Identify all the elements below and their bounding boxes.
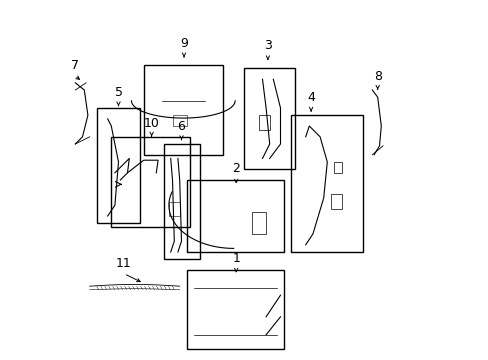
Bar (251, 212, 265, 234)
Bar (291, 115, 363, 252)
Bar (244, 68, 294, 169)
Text: 9: 9 (180, 37, 187, 50)
Text: 8: 8 (373, 70, 381, 83)
Text: 2: 2 (232, 162, 240, 175)
Bar (143, 65, 223, 155)
Bar (111, 137, 190, 227)
Text: 10: 10 (143, 117, 159, 130)
Bar (330, 194, 341, 209)
Text: 3: 3 (264, 39, 271, 52)
Bar (168, 202, 179, 216)
Bar (258, 115, 269, 130)
Text: 1: 1 (232, 252, 240, 265)
Bar (334, 162, 341, 173)
Bar (172, 115, 186, 126)
Bar (186, 270, 284, 349)
Text: 4: 4 (306, 91, 314, 104)
Text: 11: 11 (116, 257, 131, 270)
Text: 5: 5 (114, 86, 122, 99)
Bar (163, 144, 199, 259)
Bar (97, 108, 140, 223)
Bar (186, 180, 284, 252)
Text: 6: 6 (177, 120, 185, 133)
Text: 7: 7 (70, 59, 79, 72)
